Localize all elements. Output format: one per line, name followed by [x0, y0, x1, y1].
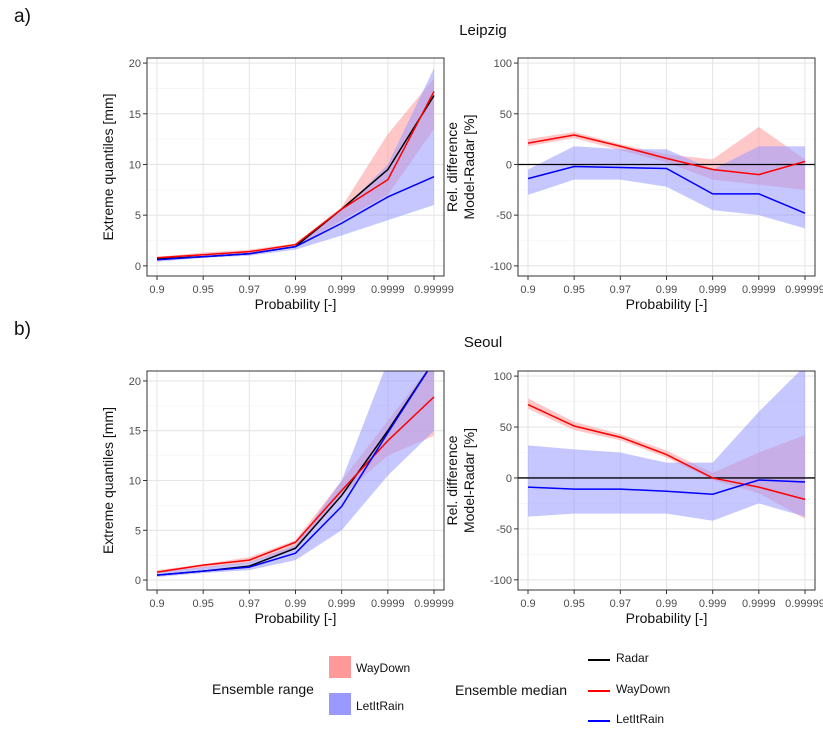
panel-label-b: b)	[14, 319, 31, 340]
legend-swatch-letitrain	[329, 693, 351, 715]
series-letitrain	[527, 165, 806, 214]
y-tick-label: -50	[496, 524, 512, 536]
series-waydown	[527, 134, 806, 176]
band-waydown	[157, 78, 434, 260]
x-tick-label: 0.9999	[742, 284, 776, 296]
y-axis-label-line: Rel. difference	[444, 122, 460, 212]
y-tick-label: 0	[135, 261, 141, 273]
title-seoul: Seoul	[463, 334, 503, 351]
y-tick-label: 15	[129, 426, 141, 438]
x-tick-label: 0.9999	[371, 598, 405, 610]
y-tick-label: 50	[500, 422, 512, 434]
x-tick-label: 0.95	[192, 284, 213, 296]
y-axis-label-line: Extreme quantiles [mm]	[100, 93, 116, 240]
x-axis-label: Probability [-]	[255, 610, 337, 626]
x-tick-label: 0.97	[610, 284, 631, 296]
y-tick-label: 0	[135, 575, 141, 587]
legend-range-title: Ensemble range	[212, 681, 314, 697]
y-tick-label: 100	[494, 58, 512, 70]
x-tick-label: 0.99	[285, 598, 306, 610]
y-tick-label: 50	[500, 109, 512, 121]
x-tick-label: 0.9	[520, 284, 535, 296]
legend-range-waydown: WayDown	[356, 661, 411, 675]
x-tick-label: 0.999	[328, 598, 356, 610]
x-axis-label: Probability [-]	[626, 610, 708, 626]
band-letitrain	[157, 371, 434, 578]
legend-swatch-waydown	[329, 656, 351, 678]
x-axis-label: Probability [-]	[626, 296, 708, 312]
legend-median-title: Ensemble median	[455, 682, 568, 698]
y-tick-label: -50	[496, 210, 512, 222]
x-tick-label: 0.99999	[785, 598, 823, 610]
x-tick-label: 0.99	[656, 598, 677, 610]
x-tick-label: 0.999	[328, 284, 356, 296]
y-axis-label-line: Model-Radar [%]	[461, 114, 477, 219]
x-tick-label: 0.97	[239, 598, 260, 610]
plot-seoul_reldiff: -100 -50 0 50 100 0.9 0.95 0.97 0.99 0.999 0.9999 0…	[444, 370, 823, 626]
band-letitrain	[157, 68, 434, 262]
y-tick-label: 10	[129, 159, 141, 171]
plot-seoul_quantiles: 0 5 10 15 20 0.9 0.95 0.97 0.99 0.999 0.9999 0.9999…	[100, 370, 454, 626]
x-tick-label: 0.9	[520, 598, 535, 610]
y-tick-label: 20	[129, 376, 141, 388]
x-tick-label: 0.97	[610, 598, 631, 610]
legend-range-letitrain: LetItRain	[356, 699, 405, 713]
x-tick-label: 0.9999	[371, 284, 405, 296]
title-leipzig: Leipzig	[459, 22, 507, 39]
y-tick-label: -100	[490, 261, 512, 273]
legend-line-waydown	[588, 690, 610, 692]
series-letitrain	[527, 479, 806, 496]
x-tick-label: 0.97	[239, 284, 260, 296]
y-axis-label-line: Model-Radar [%]	[461, 428, 477, 533]
plot-leipzig_quantiles: 0 5 10 15 20 0.9 0.95 0.97 0.99 0.999 0.9999 0.9999…	[100, 57, 454, 312]
legend-median-radar: Radar	[616, 651, 649, 665]
x-tick-label: 0.999	[699, 284, 727, 296]
y-tick-label: 20	[129, 58, 141, 70]
x-tick-label: 0.95	[192, 598, 213, 610]
x-tick-label: 0.99999	[785, 284, 823, 296]
x-tick-label: 0.95	[563, 284, 584, 296]
series-waydown	[156, 396, 435, 573]
legend-median-letitrain: LetItRain	[616, 712, 665, 726]
series-waydown	[156, 91, 435, 259]
x-tick-label: 0.99999	[414, 284, 454, 296]
x-tick-label: 0.99999	[414, 598, 454, 610]
x-tick-label: 0.9999	[742, 598, 776, 610]
y-tick-label: 5	[135, 210, 141, 222]
legend-line-radar	[588, 659, 610, 661]
y-tick-label: 5	[135, 525, 141, 537]
series-waydown	[527, 403, 806, 501]
x-tick-label: 0.95	[563, 598, 584, 610]
x-tick-label: 0.999	[699, 598, 727, 610]
y-tick-label: 15	[129, 109, 141, 121]
y-tick-label: 100	[494, 371, 512, 383]
y-axis-label-line: Extreme quantiles [mm]	[100, 407, 116, 554]
x-tick-label: 0.9	[149, 598, 164, 610]
y-tick-label: 0	[506, 473, 512, 485]
plot-leipzig_reldiff: -100 -50 0 50 100 0.9 0.95 0.97 0.99 0.999 0.9999 0…	[444, 57, 823, 312]
y-axis-label-line: Rel. difference	[444, 435, 460, 525]
band-waydown	[528, 398, 805, 519]
x-tick-label: 0.99	[285, 284, 306, 296]
series-letitrain	[156, 175, 435, 261]
x-tick-label: 0.99	[656, 284, 677, 296]
y-axis-label: Rel. differenceModel-Radar [%]	[444, 428, 477, 533]
y-axis-label: Extreme quantiles [mm]	[100, 407, 116, 554]
y-tick-label: 0	[506, 159, 512, 171]
x-tick-label: 0.9	[149, 284, 164, 296]
x-axis-label: Probability [-]	[255, 296, 337, 312]
legend-line-letitrain	[588, 720, 610, 722]
series-letitrain	[156, 371, 429, 576]
y-axis-label: Rel. differenceModel-Radar [%]	[444, 114, 477, 219]
y-tick-label: 10	[129, 476, 141, 488]
y-tick-label: -100	[490, 575, 512, 587]
legend-median-waydown: WayDown	[616, 682, 671, 696]
y-axis-label: Extreme quantiles [mm]	[100, 93, 116, 240]
panel-label-a: a)	[14, 6, 31, 27]
